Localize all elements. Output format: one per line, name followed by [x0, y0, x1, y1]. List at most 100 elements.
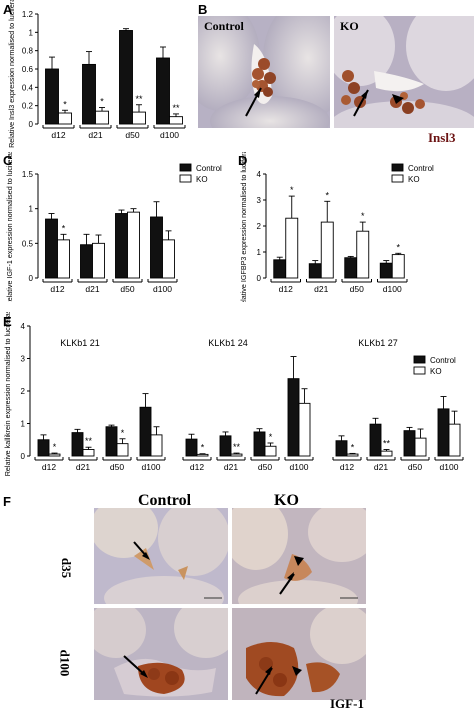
d-sig-d50: * [361, 211, 365, 221]
e-g2-sig-d21: ** [233, 442, 241, 452]
a-bar-ko-d12 [58, 112, 72, 125]
e-g3-sig-d12: * [351, 442, 355, 452]
e-g2-bar-control-d12 [185, 438, 198, 457]
chart-a-insl3: 0 0.2 0.4 0.6 0.8 1 1.2 Relative Insl3 expressi… [7, 0, 186, 148]
e-legend-label-1: KO [430, 367, 442, 376]
a-bar-ko-d50 [132, 111, 146, 125]
e-g3-title: KLKb1 27 [358, 338, 398, 348]
e-g3-sig-d21: ** [383, 439, 391, 449]
e-g1-bar-control-d50 [105, 426, 118, 457]
chart-d-igfbp3: 0 1 2 3 4 Relative IGFBP3 expression normalis… [239, 152, 434, 302]
e-g1-bar-control-d100 [139, 406, 152, 457]
e-g2-bar-ko-d100 [298, 402, 311, 457]
d-legend-swatch-0 [391, 163, 404, 172]
d-sig-d100: * [396, 242, 400, 252]
a-bar-control-d100 [156, 57, 170, 125]
micrograph-b-control: Control [198, 16, 330, 128]
e-g2-cat-label-d21: d21 [224, 462, 238, 472]
c-cat-label-d12: d12 [50, 284, 64, 294]
panel-letter-c: C [3, 153, 13, 168]
e-y-tick-label-1: 1 [21, 420, 26, 429]
a-sig-d100: ** [172, 103, 180, 113]
e-g2-bar-ko-d12 [196, 453, 209, 457]
c-y-axis-label: Relative IGF-1 expression normalised to … [5, 152, 14, 302]
micrograph-f-control-d100 [94, 608, 228, 700]
e-legend-swatch-0 [413, 355, 426, 364]
micrograph-f-control-d35 [94, 508, 228, 604]
a-bar-ko-d100 [169, 116, 183, 125]
d-bar-control-d100 [379, 262, 393, 279]
e-g3-cat-label-d21: d21 [374, 462, 388, 472]
e-g2-bar-ko-d21 [230, 453, 243, 457]
a-bar-control-d50 [119, 30, 133, 125]
d-cat-label-d50: d50 [350, 284, 364, 294]
e-g2-bar-control-d100 [287, 378, 300, 457]
e-g3-cat-label-d50: d50 [408, 462, 422, 472]
c-legend-label-1: KO [196, 175, 208, 184]
e-g2-sig-d50: * [269, 432, 273, 442]
e-g1-cat-label-d100: d100 [142, 462, 161, 472]
a-y-tick-label-3: 0.6 [22, 65, 34, 74]
b-control-label: Control [204, 19, 244, 33]
a-sig-d21: * [100, 97, 104, 107]
c-legend-swatch-0 [179, 163, 192, 172]
d-y-axis-label: Relative IGFBP3 expression normalised to… [239, 152, 248, 302]
chart-c-igf1: 0 0.5 1 1.5 Relative IGF-1 expression normal… [5, 152, 222, 302]
a-y-tick-label-6: 1.2 [22, 10, 34, 19]
e-g3-cat-label-d12: d12 [340, 462, 354, 472]
e-g3-bar-ko-d12 [346, 453, 359, 457]
f-control-label: Control [138, 492, 192, 509]
d-bar-ko-d12 [285, 217, 299, 279]
b-ko-label: KO [340, 19, 359, 33]
a-cat-label-d21: d21 [88, 130, 102, 140]
f-stain-label: IGF-1 [330, 696, 364, 711]
d-legend-label-0: Control [408, 164, 434, 173]
e-g2-bar-ko-d50 [264, 445, 277, 457]
d-cat-label-d12: d12 [279, 284, 293, 294]
d-bar-control-d12 [273, 259, 287, 279]
d-sig-d21: * [325, 190, 329, 200]
a-cat-label-d50: d50 [125, 130, 139, 140]
c-sig-d12: * [62, 223, 66, 233]
d-legend-label-1: KO [408, 175, 420, 184]
e-y-tick-label-0: 0 [21, 452, 26, 461]
f-ko-label: KO [274, 492, 299, 509]
c-bar-ko-d21 [92, 242, 105, 279]
d-y-tick-label-4: 4 [257, 170, 262, 179]
e-g1-cat-label-d21: d21 [76, 462, 90, 472]
f-row-d35-label: d35 [59, 557, 75, 579]
micrograph-b-ko: KO [334, 16, 474, 128]
e-g2-title: KLKb1 24 [208, 338, 248, 348]
e-g2-sig-d12: * [201, 443, 205, 453]
e-g3-bar-ko-d50 [414, 437, 427, 457]
a-bar-control-d12 [45, 68, 59, 125]
panel-letter-f: F [3, 494, 11, 509]
e-g1-cat-label-d12: d12 [42, 462, 56, 472]
a-sig-d50: ** [135, 94, 143, 104]
e-g1-sig-d12: * [53, 442, 57, 452]
d-y-tick-label-3: 3 [257, 196, 262, 205]
e-y-tick-label-4: 4 [21, 322, 26, 331]
c-bar-control-d100 [150, 216, 163, 279]
c-bar-ko-d100 [162, 239, 175, 279]
c-y-tick-label-2: 1 [29, 205, 34, 214]
d-cat-label-d21: d21 [314, 284, 328, 294]
chart-e-kallikrein: 0 1 2 3 4 Relative kallikrein expression norm… [3, 312, 464, 476]
d-y-tick-label-1: 1 [257, 248, 262, 257]
d-sig-d12: * [290, 185, 294, 195]
d-bar-ko-d100 [391, 254, 405, 279]
e-g3-bar-control-d50 [403, 430, 416, 457]
a-y-axis-label: Relative Insl3 expression normalised to … [7, 0, 16, 148]
micrograph-f-ko-d100 [232, 608, 366, 700]
c-bar-ko-d12 [57, 239, 70, 279]
e-g1-title: KLKb1 21 [60, 338, 100, 348]
c-y-tick-label-0: 0 [29, 274, 34, 283]
e-g3-bar-control-d21 [369, 423, 382, 457]
e-g1-bar-control-d12 [37, 439, 50, 457]
e-g1-bar-ko-d100 [150, 434, 163, 457]
e-g1-bar-ko-d12 [48, 453, 61, 457]
e-g1-bar-control-d21 [71, 432, 84, 457]
a-y-tick-label-2: 0.4 [22, 83, 34, 92]
e-g1-cat-label-d50: d50 [110, 462, 124, 472]
d-y-tick-label-2: 2 [257, 222, 262, 231]
